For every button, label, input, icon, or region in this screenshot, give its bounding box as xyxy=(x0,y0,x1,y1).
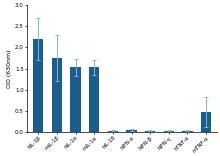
Bar xyxy=(126,130,137,132)
Bar xyxy=(52,58,62,132)
Bar xyxy=(164,131,174,132)
Bar xyxy=(201,112,211,132)
Bar xyxy=(182,131,192,132)
Bar xyxy=(89,67,99,132)
Bar xyxy=(70,67,81,132)
Bar xyxy=(33,39,44,132)
Y-axis label: OD (630nm): OD (630nm) xyxy=(7,49,12,88)
Bar xyxy=(108,131,118,132)
Bar xyxy=(145,131,155,132)
